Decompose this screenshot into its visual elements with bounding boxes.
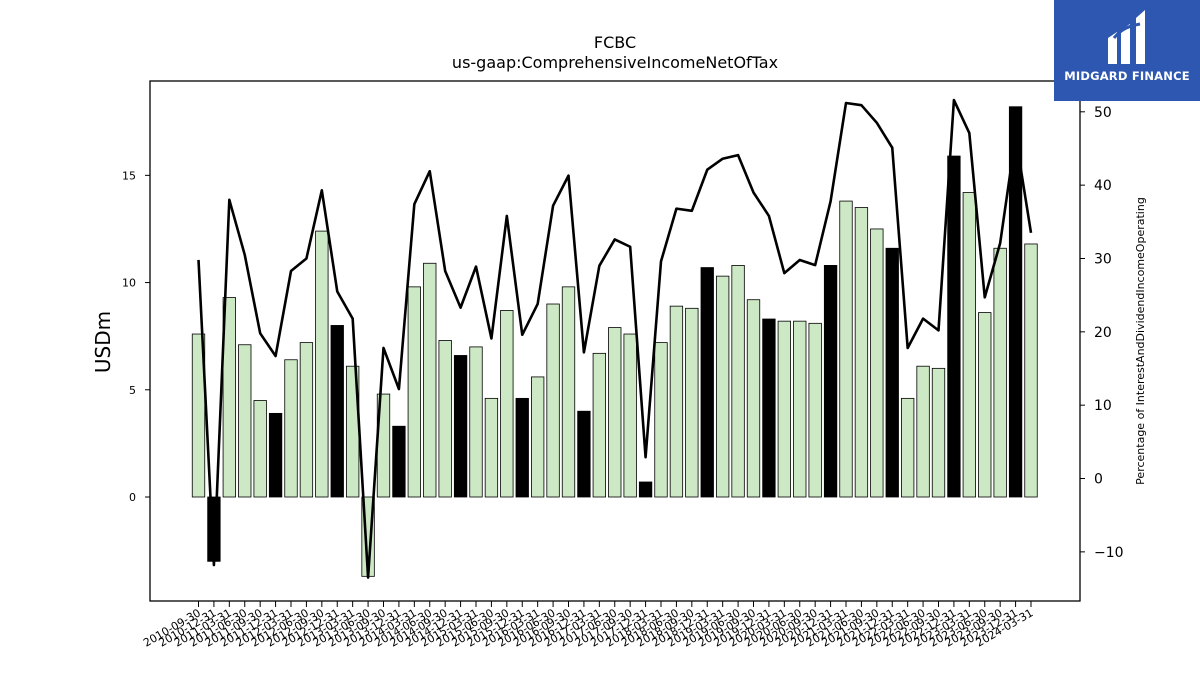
bar — [407, 286, 421, 498]
bar — [916, 365, 930, 498]
bar — [978, 312, 992, 498]
bar — [515, 397, 529, 498]
bar — [253, 400, 267, 498]
bar — [808, 322, 822, 498]
bar — [685, 307, 699, 498]
bar — [484, 397, 499, 498]
y-tick-label: 5 — [129, 384, 136, 397]
bar — [330, 325, 344, 498]
brand-name: MIDGARD FINANCE — [1064, 69, 1190, 83]
bar — [716, 275, 730, 498]
bar — [962, 192, 976, 498]
bar — [901, 397, 915, 498]
chart-subtitle: us-gaap:ComprehensiveIncomeNetOfTax — [452, 53, 778, 72]
y2-tick-label: 10 — [1094, 398, 1112, 414]
bar — [746, 299, 761, 498]
series-line — [197, 98, 1033, 579]
bar — [777, 320, 791, 498]
bar — [438, 340, 452, 498]
bar — [839, 200, 853, 498]
bar — [423, 262, 437, 498]
y2-tick-label: 20 — [1094, 325, 1112, 341]
bar — [191, 333, 206, 498]
bar — [762, 318, 776, 498]
y2-tick-label: −10 — [1094, 545, 1124, 561]
bar — [870, 228, 884, 498]
y-tick-label: 15 — [122, 169, 136, 182]
bar — [854, 207, 869, 498]
bar — [1008, 106, 1023, 498]
bar — [268, 412, 283, 498]
bar — [731, 265, 745, 498]
bar — [608, 327, 622, 498]
y2-tick-label: 40 — [1094, 178, 1112, 194]
bar — [669, 305, 684, 498]
bar — [993, 247, 1007, 498]
bar — [592, 352, 606, 498]
bar — [284, 359, 298, 498]
bar — [793, 320, 807, 498]
bar — [823, 265, 838, 498]
bar — [469, 346, 483, 498]
bar — [885, 247, 899, 498]
bar — [561, 286, 576, 498]
bar — [577, 410, 591, 498]
bar — [947, 155, 961, 498]
y2-tick-label: 50 — [1094, 105, 1112, 121]
midgard-logo-icon — [1108, 10, 1145, 64]
bar — [315, 230, 329, 498]
bar — [453, 355, 468, 498]
bar — [546, 303, 560, 498]
bar — [222, 297, 236, 498]
bar — [700, 267, 714, 498]
bar — [531, 376, 545, 498]
brand-logo: MIDGARD FINANCE — [1054, 0, 1200, 101]
bar — [654, 342, 668, 498]
y2-tick-label: 30 — [1094, 251, 1112, 267]
y2-axis-label: Percentage of InterestAndDividendIncomeO… — [1134, 197, 1147, 485]
bar — [500, 310, 514, 498]
y-tick-label: 10 — [122, 277, 136, 290]
y-tick-label: 0 — [129, 491, 136, 504]
chart-title: FCBC — [594, 33, 636, 52]
y2-tick-label: 0 — [1094, 472, 1103, 488]
bar — [638, 481, 653, 498]
bar — [931, 367, 946, 498]
bar — [238, 344, 252, 498]
bar — [623, 333, 637, 498]
bar — [392, 425, 406, 498]
plot-area: 051015−10010203040502010-09-302010-12-31… — [122, 80, 1124, 650]
y-axis-label: USDm — [91, 311, 115, 373]
bar — [299, 342, 314, 498]
bar — [1024, 243, 1038, 498]
